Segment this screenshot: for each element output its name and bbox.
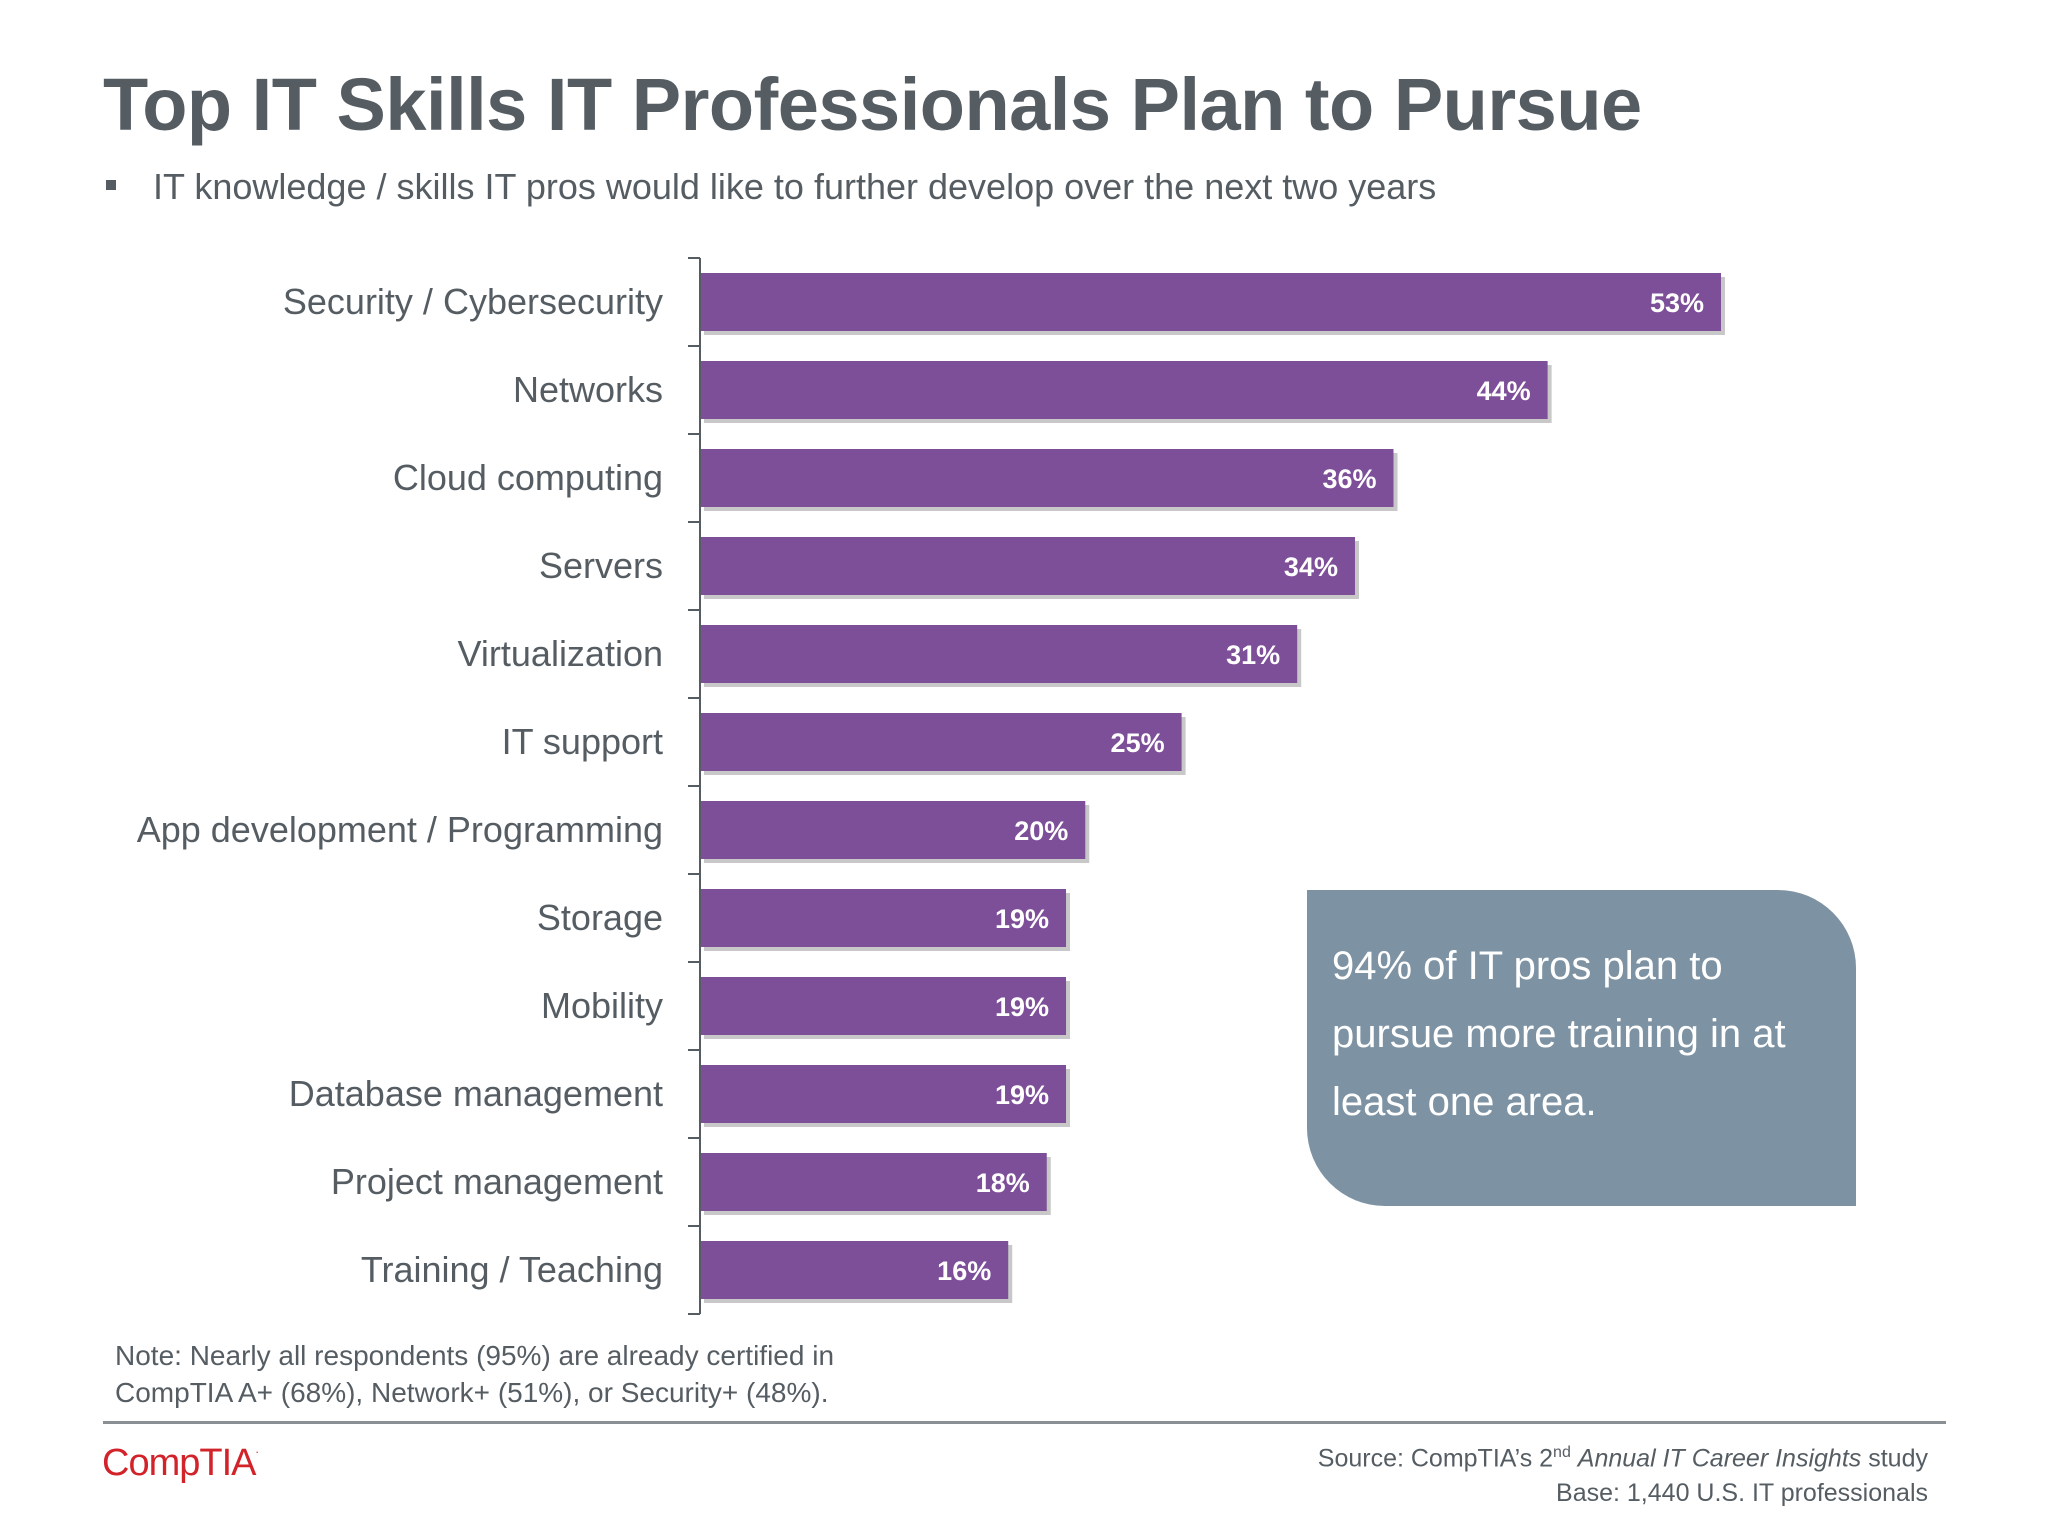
source-line: Source: CompTIA’s 2nd Annual IT Career I…	[1318, 1435, 1928, 1476]
data-label: 19%	[995, 992, 1049, 1022]
bar	[700, 273, 1721, 331]
page-title: Top IT Skills IT Professionals Plan to P…	[103, 63, 1642, 146]
footnote-line: CompTIA A+ (68%), Network+ (51%), or Sec…	[115, 1377, 829, 1408]
data-label: 36%	[1322, 464, 1376, 494]
bar	[700, 537, 1355, 595]
category-label: Database management	[289, 1073, 663, 1114]
category-label: IT support	[502, 721, 663, 762]
bar	[700, 1065, 1067, 1123]
data-label: 34%	[1284, 552, 1338, 582]
category-label: Virtualization	[458, 633, 663, 674]
data-label: 25%	[1111, 728, 1165, 758]
data-label: 44%	[1477, 376, 1531, 406]
bar-series	[700, 273, 1721, 1299]
data-label: 19%	[995, 904, 1049, 934]
footer-divider	[103, 1421, 1946, 1424]
callout-text: 94% of IT pros plan to pursue more train…	[1332, 944, 1786, 1124]
category-label: Servers	[539, 545, 663, 586]
data-label: 16%	[937, 1256, 991, 1286]
bar	[700, 625, 1298, 683]
bar	[700, 449, 1394, 507]
bar	[700, 1241, 1009, 1299]
footnote: Note: Nearly all respondents (95%) are a…	[115, 1337, 935, 1411]
source-suffix: study	[1868, 1444, 1928, 1473]
source-prefix: Source: CompTIA’s 2	[1317, 1444, 1554, 1473]
footnote-line: Note: Nearly all respondents (95%) are a…	[115, 1340, 835, 1371]
category-label: Mobility	[541, 985, 663, 1026]
bar	[700, 361, 1548, 419]
bar	[700, 1153, 1047, 1211]
category-label: Project management	[331, 1161, 663, 1202]
category-labels: Security / Cybersecurity Networks Cloud co…	[137, 281, 663, 1290]
bar	[700, 977, 1067, 1035]
category-label: Cloud computing	[393, 457, 663, 498]
data-label: 53%	[1650, 288, 1704, 318]
bar	[700, 801, 1086, 859]
bar	[700, 889, 1067, 947]
category-label: Storage	[537, 897, 663, 938]
source-study-name: Annual IT Career Insights	[1577, 1444, 1862, 1473]
comptia-logo: CompTIA.	[102, 1442, 259, 1485]
page-subtitle: IT knowledge / skills IT pros would like…	[153, 166, 1437, 207]
data-label: 31%	[1226, 640, 1280, 670]
data-label: 20%	[1014, 816, 1068, 846]
bullet-icon	[106, 180, 116, 190]
data-labels: 53% 44% 36% 34% 31% 25% 20% 19% 19% 19% 18% 16%	[937, 288, 1704, 1286]
category-label: App development / Programming	[137, 809, 663, 850]
base-line: Base: 1,440 U.S. IT professionals	[1556, 1479, 1928, 1508]
source-superscript: nd	[1553, 1444, 1571, 1461]
category-label: Training / Teaching	[361, 1249, 663, 1290]
source-citation: Source: CompTIA’s 2nd Annual IT Career I…	[1318, 1435, 1928, 1511]
callout-box: 94% of IT pros plan to pursue more train…	[1307, 890, 1856, 1206]
logo-mark: .	[255, 1442, 259, 1456]
data-label: 19%	[995, 1080, 1049, 1110]
category-label: Security / Cybersecurity	[283, 281, 663, 322]
bar-chart: Security / Cybersecurity Networks Cloud co…	[137, 257, 1725, 1315]
category-axis	[688, 257, 701, 1315]
bar	[700, 713, 1182, 771]
data-label: 18%	[976, 1168, 1030, 1198]
category-label: Networks	[513, 369, 663, 410]
logo-text: CompTIA	[102, 1442, 256, 1484]
